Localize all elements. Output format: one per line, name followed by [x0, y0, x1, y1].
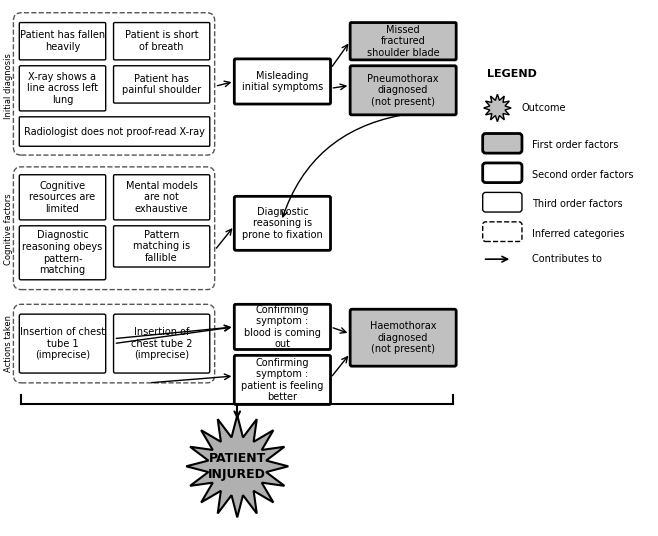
- Text: Diagnostic
reasoning is
prone to fixation: Diagnostic reasoning is prone to fixatio…: [242, 207, 323, 240]
- Text: Third order factors: Third order factors: [532, 199, 622, 209]
- FancyBboxPatch shape: [350, 23, 456, 60]
- Text: Patient has
painful shoulder: Patient has painful shoulder: [122, 73, 201, 95]
- Text: Pneumothorax
diagnosed
(not present): Pneumothorax diagnosed (not present): [367, 74, 439, 107]
- FancyBboxPatch shape: [19, 226, 106, 280]
- Text: Contributes to: Contributes to: [532, 254, 601, 264]
- FancyBboxPatch shape: [350, 66, 456, 115]
- Text: INJURED: INJURED: [209, 468, 266, 481]
- FancyBboxPatch shape: [483, 222, 522, 242]
- FancyBboxPatch shape: [114, 314, 210, 373]
- FancyBboxPatch shape: [234, 355, 330, 405]
- Text: Misleading
initial symptoms: Misleading initial symptoms: [241, 71, 323, 92]
- FancyBboxPatch shape: [114, 66, 210, 103]
- FancyBboxPatch shape: [19, 314, 106, 373]
- Text: Outcome: Outcome: [522, 103, 567, 113]
- Text: Radiologist does not proof-read X-ray: Radiologist does not proof-read X-ray: [24, 126, 205, 137]
- Text: Haemothorax
diagnosed
(not present): Haemothorax diagnosed (not present): [370, 321, 436, 354]
- Text: First order factors: First order factors: [532, 140, 618, 150]
- Text: Insertion of chest
tube 1
(imprecise): Insertion of chest tube 1 (imprecise): [20, 327, 105, 360]
- FancyBboxPatch shape: [114, 23, 210, 60]
- Text: Mental models
are not
exhaustive: Mental models are not exhaustive: [126, 181, 197, 214]
- Text: LEGEND: LEGEND: [487, 69, 537, 79]
- Text: PATIENT: PATIENT: [209, 452, 266, 465]
- FancyBboxPatch shape: [19, 117, 210, 146]
- FancyBboxPatch shape: [483, 133, 522, 153]
- FancyBboxPatch shape: [350, 309, 456, 366]
- FancyBboxPatch shape: [483, 163, 522, 183]
- FancyBboxPatch shape: [19, 23, 106, 60]
- Text: Cognitive factors: Cognitive factors: [4, 193, 13, 265]
- Text: Cognitive
resources are
limited: Cognitive resources are limited: [30, 181, 95, 214]
- Text: Pattern
matching is
fallible: Pattern matching is fallible: [133, 230, 190, 263]
- FancyBboxPatch shape: [234, 59, 330, 104]
- FancyBboxPatch shape: [114, 175, 210, 220]
- Polygon shape: [484, 94, 511, 122]
- Polygon shape: [186, 415, 288, 517]
- Text: Confirming
symptom :
patient is feeling
better: Confirming symptom : patient is feeling …: [241, 358, 324, 403]
- FancyBboxPatch shape: [19, 66, 106, 111]
- Text: Patient has fallen
heavily: Patient has fallen heavily: [20, 31, 105, 52]
- Text: Diagnostic
reasoning obeys
pattern-
matching: Diagnostic reasoning obeys pattern- matc…: [22, 230, 103, 275]
- Text: Insertion of
chest tube 2
(imprecise): Insertion of chest tube 2 (imprecise): [131, 327, 192, 360]
- Text: Inferred categories: Inferred categories: [532, 229, 624, 239]
- Text: Second order factors: Second order factors: [532, 170, 633, 180]
- FancyBboxPatch shape: [234, 304, 330, 349]
- FancyBboxPatch shape: [114, 226, 210, 267]
- Text: X-ray shows a
line across left
lung: X-ray shows a line across left lung: [27, 72, 98, 105]
- Text: Confirming
symptom :
blood is coming
out: Confirming symptom : blood is coming out: [244, 304, 321, 349]
- Text: Actions taken: Actions taken: [4, 315, 13, 372]
- Text: Missed
fractured
shoulder blade: Missed fractured shoulder blade: [367, 25, 440, 58]
- FancyBboxPatch shape: [19, 175, 106, 220]
- Text: Patient is short
of breath: Patient is short of breath: [125, 31, 199, 52]
- FancyBboxPatch shape: [234, 196, 330, 250]
- FancyBboxPatch shape: [483, 192, 522, 212]
- Text: Initial diagnosis: Initial diagnosis: [4, 54, 13, 120]
